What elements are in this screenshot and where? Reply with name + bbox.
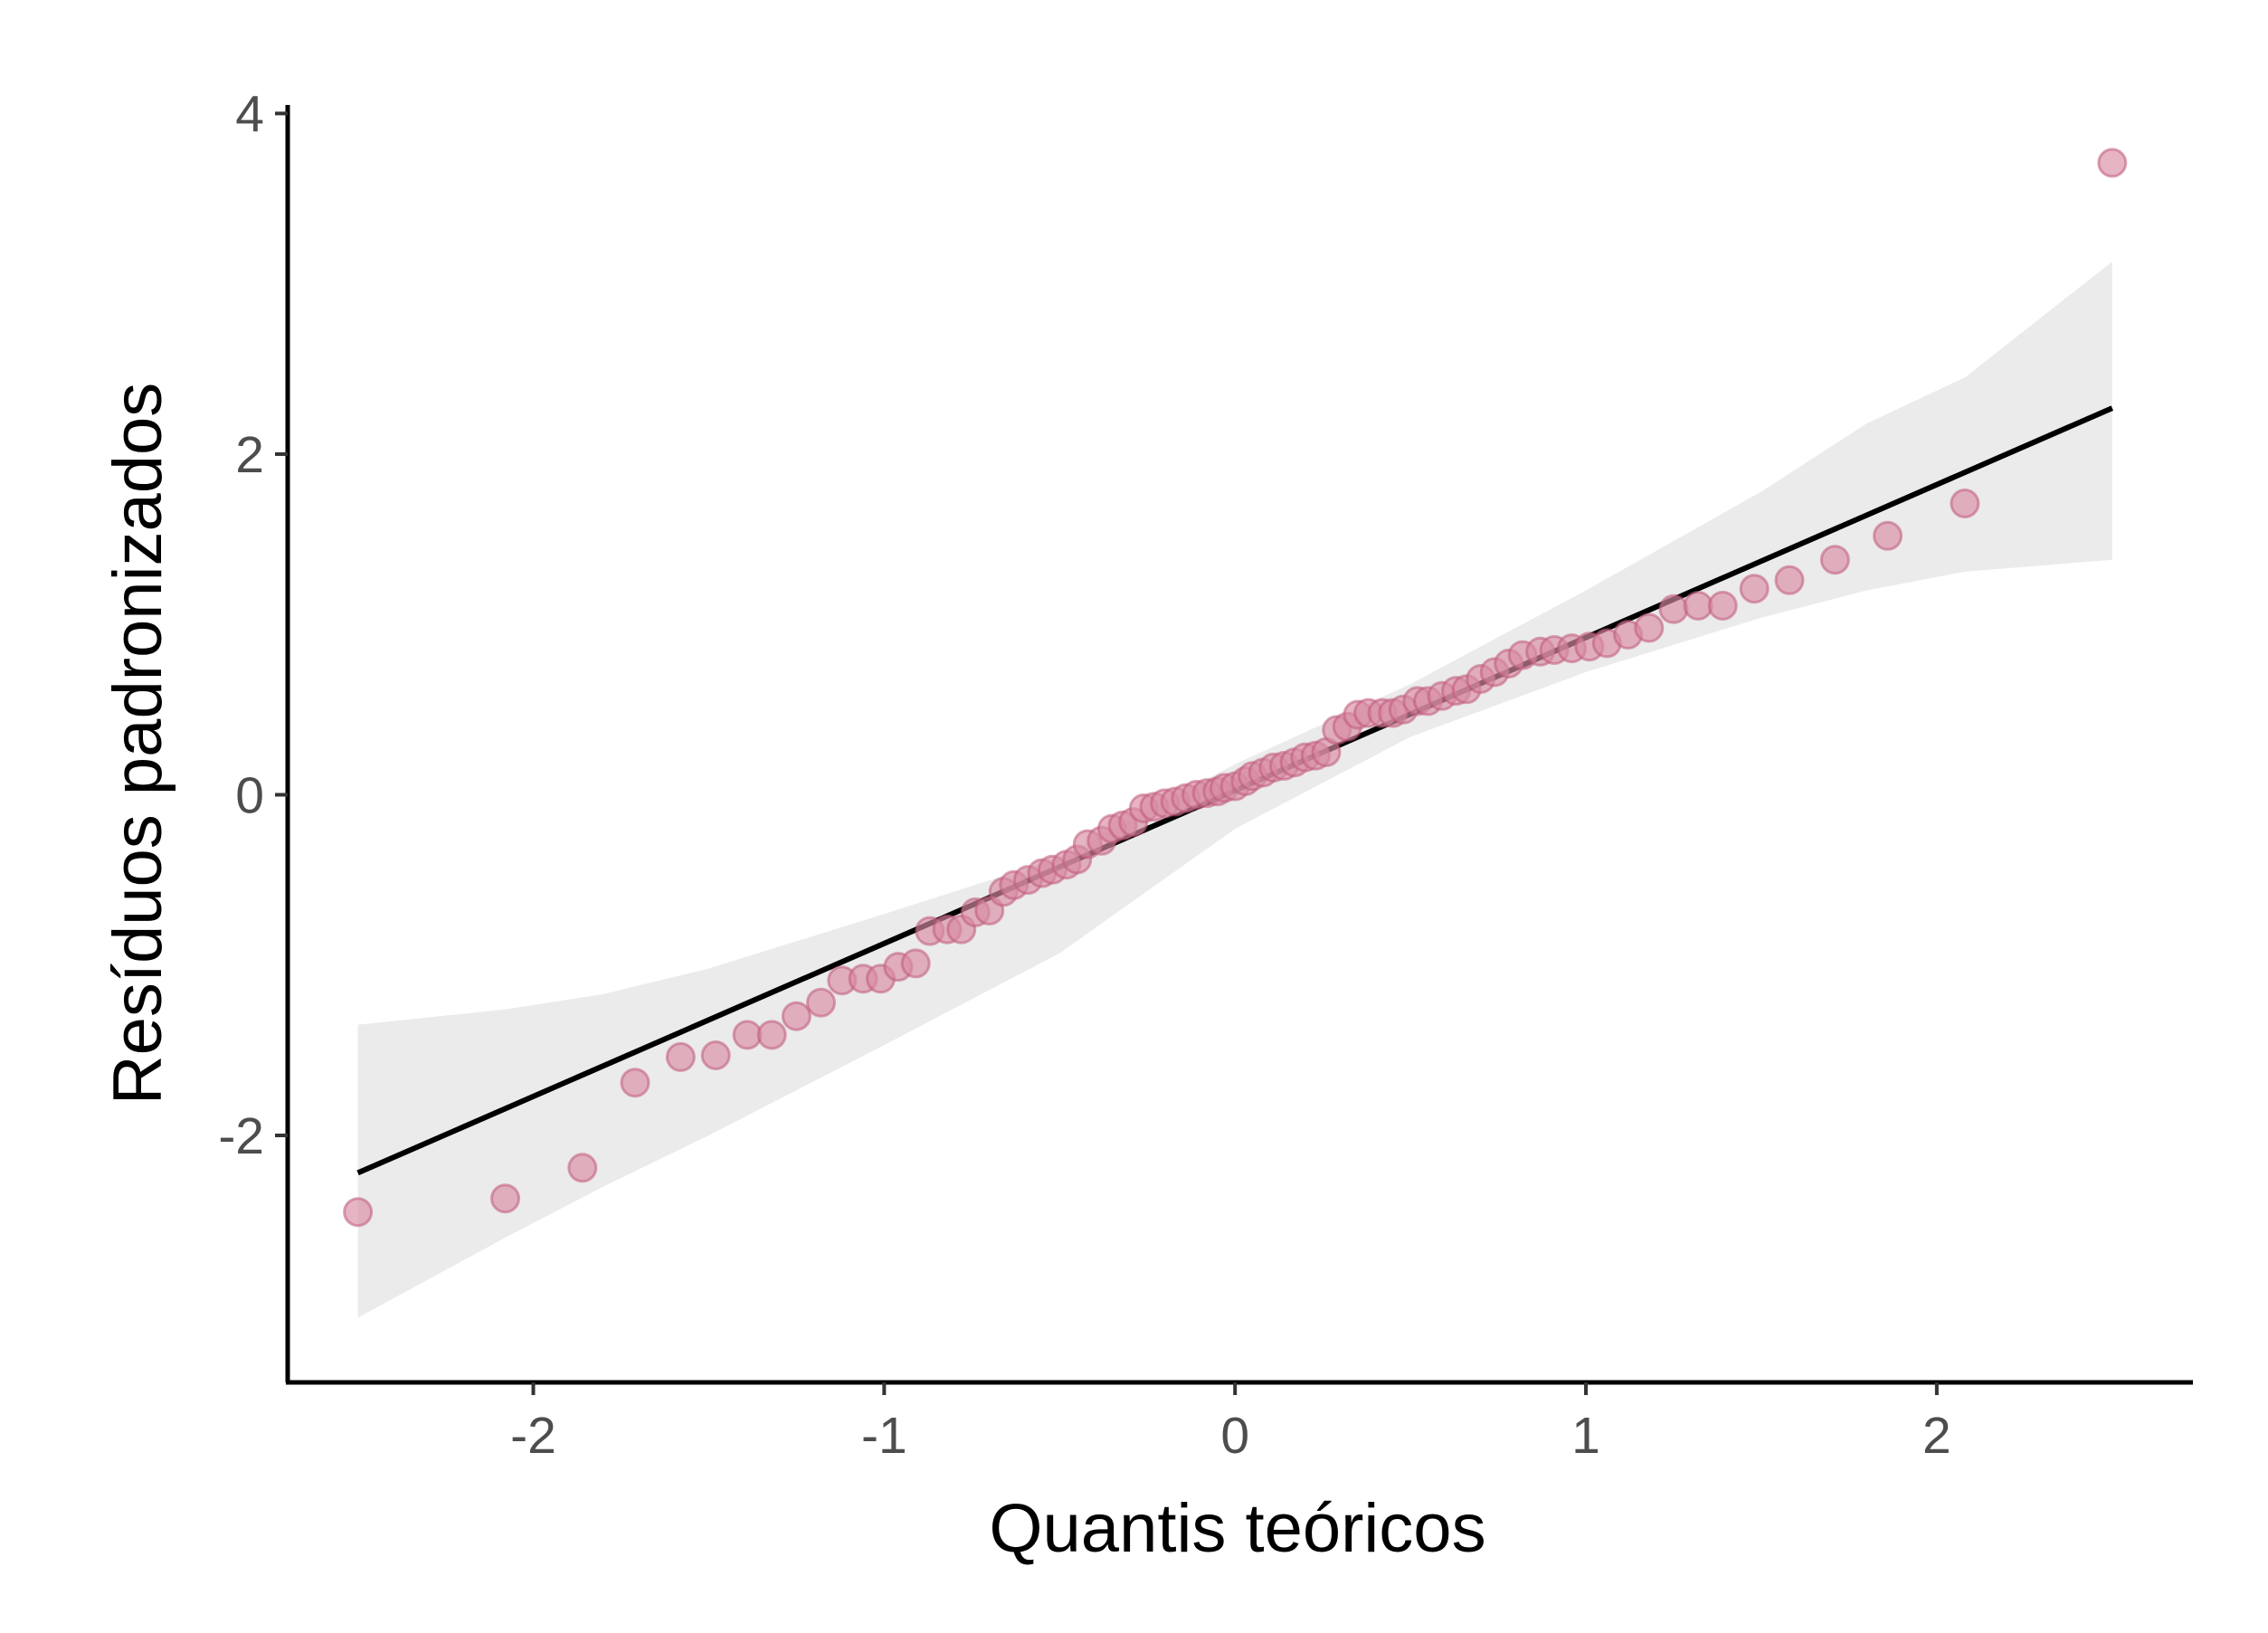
data-point xyxy=(1739,574,1770,604)
data-point xyxy=(756,1020,787,1050)
data-point xyxy=(567,1153,598,1183)
data-point xyxy=(665,1041,696,1072)
y-tick-label: 0 xyxy=(235,766,264,824)
y-tick-label: 2 xyxy=(235,426,264,484)
data-point xyxy=(2097,147,2128,178)
x-axis-title: Quantis teóricos xyxy=(989,1490,1485,1567)
data-point xyxy=(1774,565,1805,595)
axes xyxy=(285,105,2193,1385)
data-point xyxy=(1950,489,1980,518)
x-tick-label: 0 xyxy=(1220,1407,1249,1465)
data-point xyxy=(700,1040,731,1070)
x-tick-label: 2 xyxy=(1922,1407,1951,1465)
y-tick-label: -2 xyxy=(218,1107,264,1165)
data-point xyxy=(781,1001,811,1031)
data-point xyxy=(1634,612,1665,643)
y-tick-label: 4 xyxy=(235,85,264,143)
x-tick-label: -1 xyxy=(861,1407,907,1465)
data-point xyxy=(806,987,836,1018)
data-point xyxy=(343,1197,374,1228)
data-point xyxy=(732,1020,763,1050)
x-tick-label: -2 xyxy=(510,1407,556,1465)
data-point xyxy=(490,1183,520,1214)
data-points xyxy=(343,147,2128,1228)
data-point xyxy=(1658,593,1689,624)
data-point xyxy=(1683,591,1713,621)
data-point xyxy=(1873,520,1903,551)
data-point xyxy=(1819,545,1850,575)
x-tick-label: 1 xyxy=(1571,1407,1600,1465)
y-axis-title: Resíduos padronizados xyxy=(100,383,176,1106)
data-point xyxy=(1707,591,1738,621)
data-point xyxy=(620,1068,650,1098)
ticks: -2 -1 0 1 2 -2 0 2 4 xyxy=(218,85,1950,1465)
data-point xyxy=(900,948,931,979)
